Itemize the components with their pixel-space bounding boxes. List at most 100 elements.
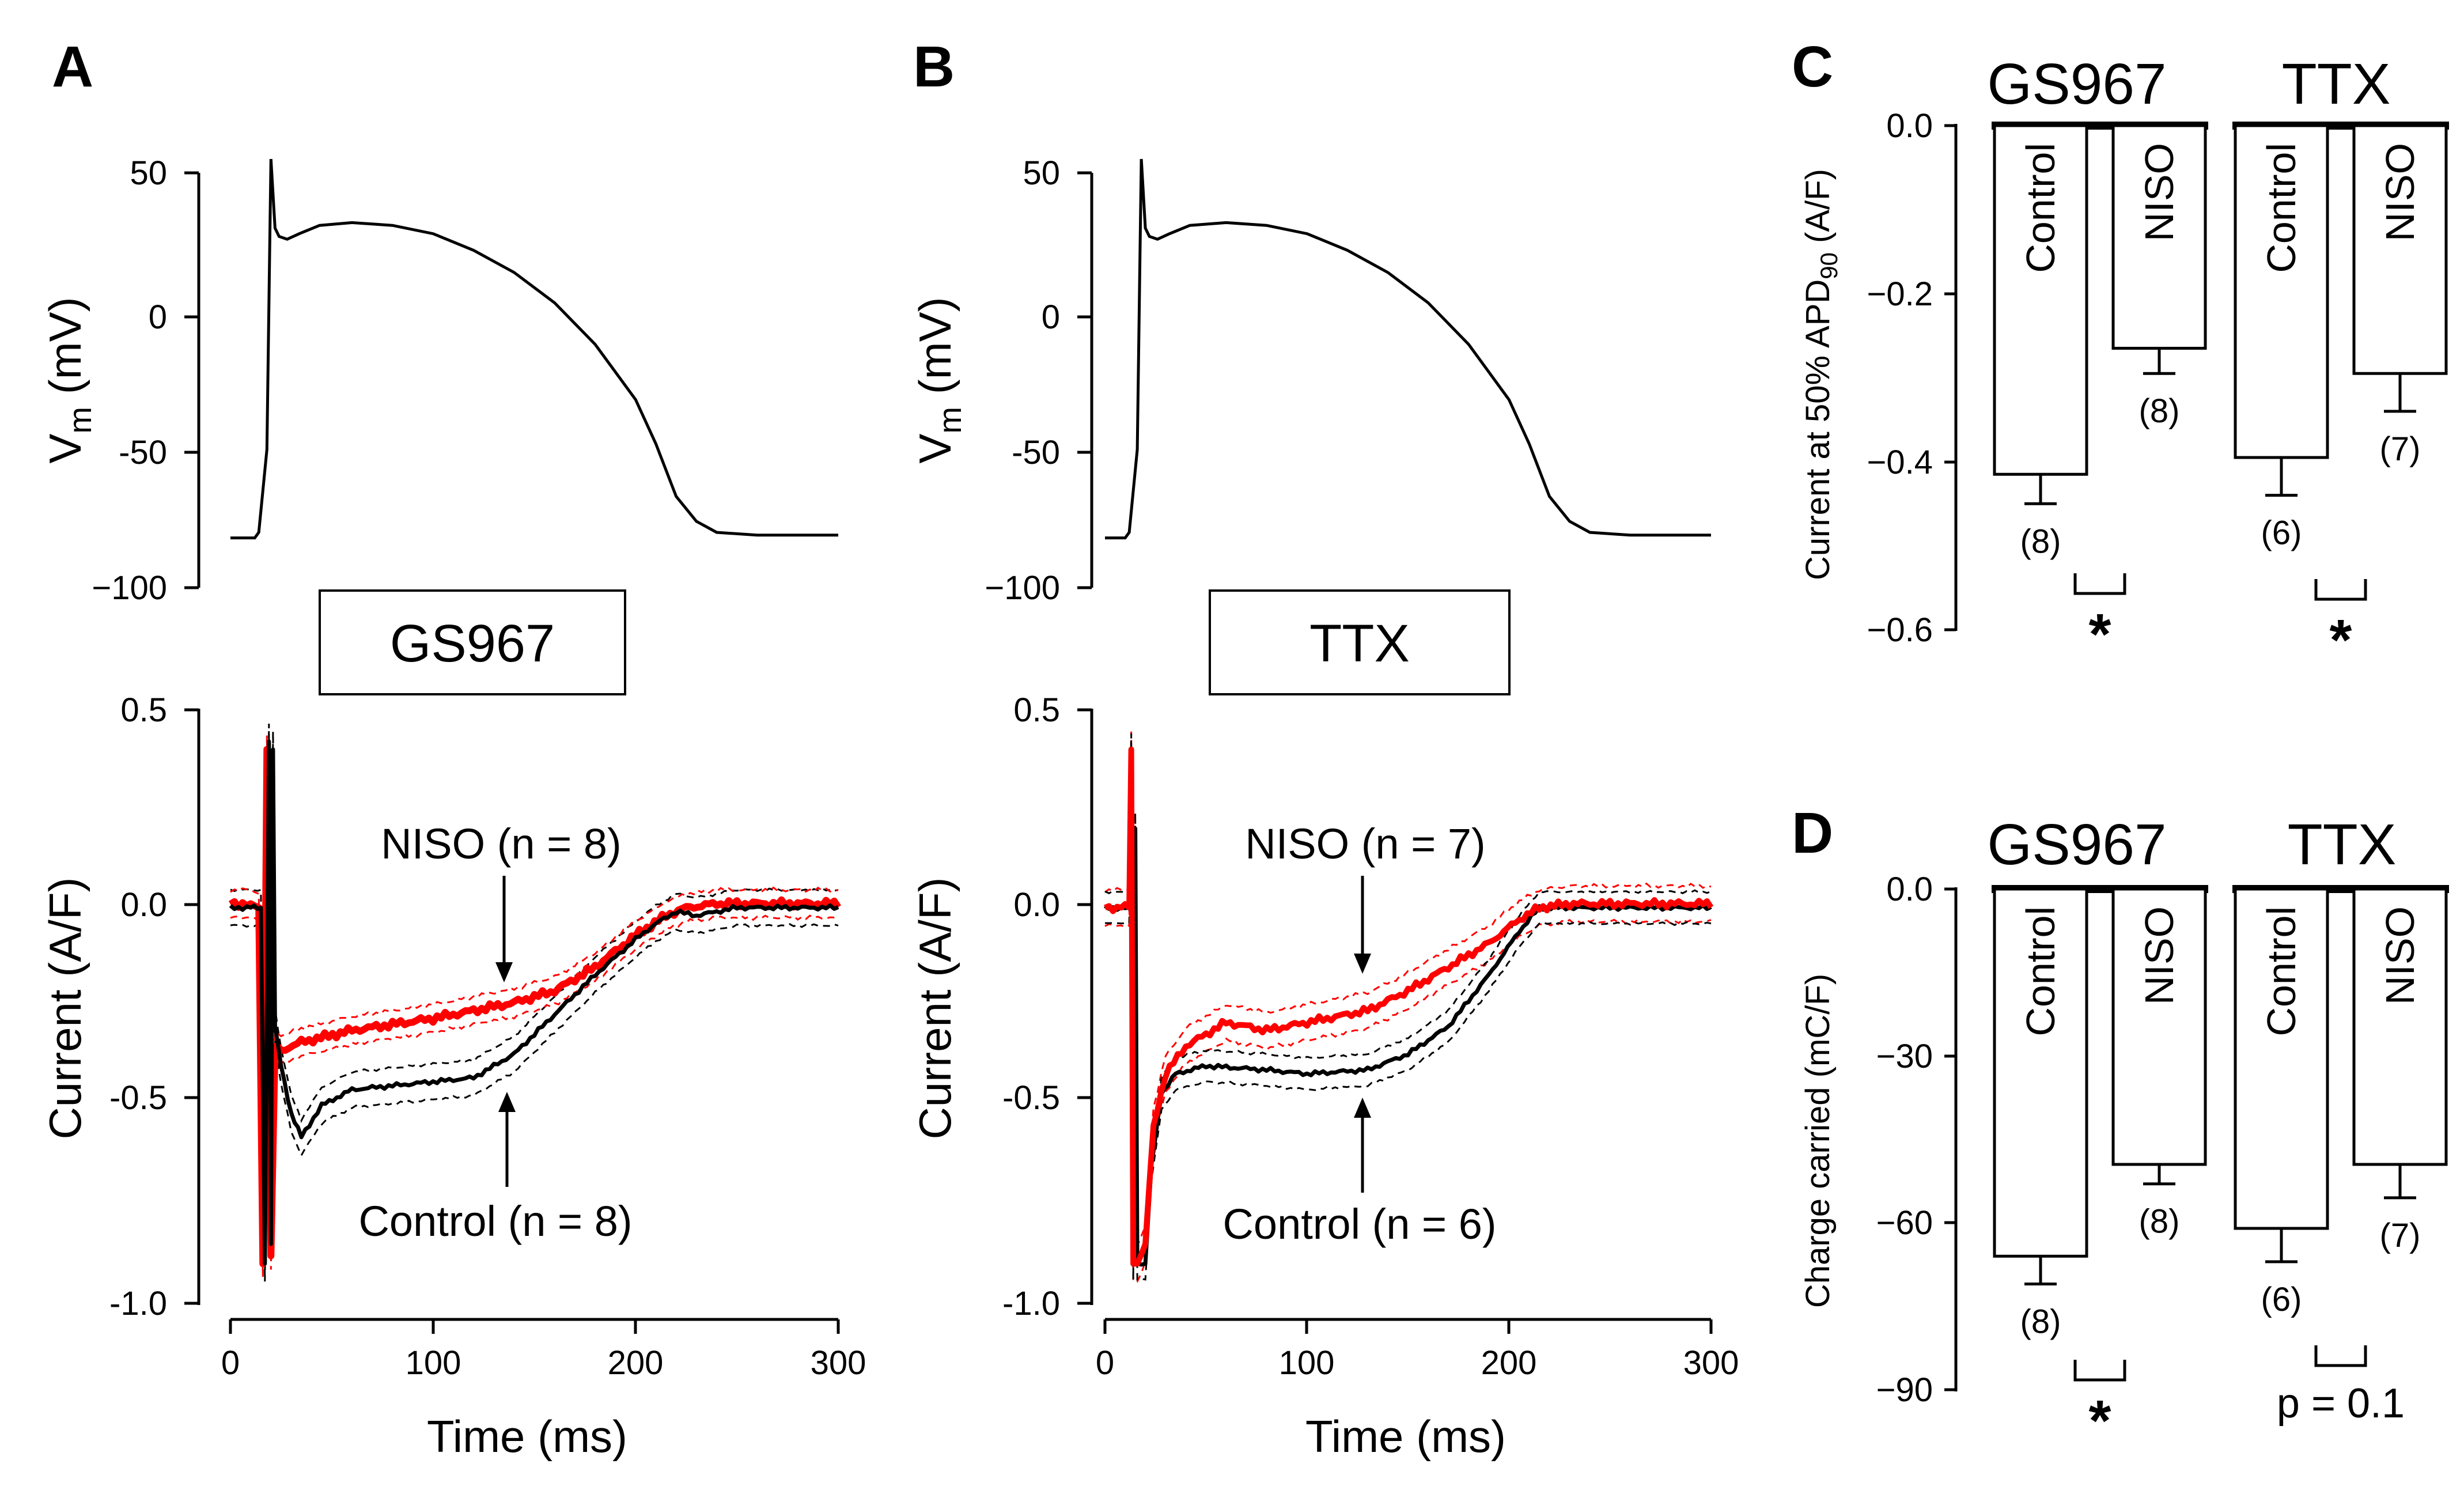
- ytick-label: −100: [92, 569, 167, 607]
- d-group-title-ttx: TTX: [2288, 812, 2397, 877]
- a-niso-trace: [228, 746, 842, 1268]
- b-cur-yticks: 0.5 0.0 -0.5 -1.0: [1002, 691, 1092, 1322]
- ytick-label: -0.5: [1002, 1079, 1060, 1117]
- bar-label: Control: [2018, 143, 2063, 273]
- ytick-label: 50: [130, 154, 167, 192]
- significance-label: *: [2330, 608, 2352, 672]
- b-ap-ylabel: Vm (mV): [910, 297, 968, 463]
- c-yticks: 0.0 −0.2 −0.4 −0.6: [1867, 107, 1956, 649]
- b-drug-box: TTX: [1209, 589, 1511, 695]
- panel-letter-d: D: [1792, 801, 1833, 865]
- c-group-title-gs967: GS967: [1987, 52, 2166, 116]
- b-niso-label: NISO (n = 7): [1245, 820, 1485, 868]
- xtick-label: 100: [406, 1344, 461, 1382]
- bar: [2352, 124, 2448, 375]
- n-label: (8): [2139, 1203, 2180, 1240]
- a-ap-yticks: 50 0 -50 −100: [92, 154, 199, 607]
- a-cur-xlabel: Time (ms): [427, 1411, 627, 1462]
- a-control-label: Control (n = 8): [358, 1197, 632, 1245]
- a-cur-yticks: 0.5 0.0 -0.5 -1.0: [109, 691, 199, 1322]
- ytick-label: 0: [1042, 298, 1060, 336]
- ytick-label: −0.4: [1867, 444, 1933, 481]
- d-ylabel: Charge carried (mC/F): [1799, 974, 1837, 1308]
- bar-label: NISO: [2378, 906, 2423, 1005]
- panel-letter-c: C: [1792, 35, 1833, 99]
- b-control-sem-lower: [1105, 765, 1712, 1281]
- a-niso-arrow-head: [495, 962, 513, 982]
- bar: [1993, 124, 2088, 476]
- significance-bracket: [2314, 579, 2367, 601]
- n-label: (8): [2020, 523, 2061, 560]
- ytick-label: 0.5: [120, 691, 167, 729]
- ytick-label: 0.0: [1886, 107, 1933, 145]
- ytick-label: 0: [149, 298, 167, 336]
- b-cur-xlabel: Time (ms): [1305, 1411, 1506, 1462]
- xtick-label: 0: [1096, 1344, 1114, 1382]
- n-label: (8): [2020, 1303, 2061, 1341]
- ytick-label: 0.0: [120, 886, 167, 924]
- a-cur-ylabel: Current (A/F): [40, 877, 90, 1139]
- d-bars: Control (8) NISO (8) * Control (6) NISO (7) p = 0…: [1992, 885, 2449, 1453]
- b-control-label: Control (n = 6): [1222, 1200, 1496, 1248]
- b-niso-trace: [1104, 746, 1714, 1267]
- bar: [2234, 124, 2329, 459]
- bar-label: NISO: [2378, 143, 2423, 241]
- ytick-label: -50: [1012, 434, 1060, 471]
- ytick-label: −0.2: [1867, 275, 1933, 313]
- significance-label: p = 0.1: [2277, 1380, 2405, 1427]
- xtick-label: 0: [221, 1344, 240, 1382]
- panel-a-current: 0.5 0.0 -0.5 -1.0 0 100 200 300 Time (ms…: [40, 691, 866, 1462]
- significance-label: *: [2089, 602, 2111, 667]
- c-bars: Control (8) NISO (8) * Control (6) NISO (7) *: [1992, 122, 2449, 672]
- n-label: (7): [2380, 1217, 2421, 1254]
- a-drug-box: GS967: [319, 589, 626, 695]
- b-drug-label: TTX: [1309, 614, 1410, 673]
- panel-c: 0.0 −0.2 −0.4 −0.6 Current at 50% APD90 …: [1799, 52, 2449, 672]
- a-control-arrow-head: [498, 1092, 516, 1112]
- c-group-title-ttx: TTX: [2282, 52, 2391, 116]
- significance-label: *: [2089, 1389, 2111, 1453]
- ytick-label: -1.0: [1002, 1285, 1060, 1322]
- ytick-label: -0.5: [109, 1079, 167, 1117]
- bar: [2111, 887, 2207, 1166]
- xtick-label: 200: [608, 1344, 664, 1382]
- ytick-label: 0.0: [1886, 871, 1933, 908]
- ytick-label: −90: [1876, 1371, 1933, 1409]
- ytick-label: −100: [985, 569, 1060, 607]
- b-ap-trace: [1105, 158, 1711, 540]
- panel-b-ap: 50 0 -50 −100 Vm (mV): [910, 154, 1711, 607]
- n-label: (7): [2380, 430, 2421, 468]
- b-control-sem-upper: [1104, 733, 1712, 1249]
- panel-letter-b: B: [913, 35, 955, 99]
- bar-label: Control: [2259, 143, 2304, 273]
- panel-letter-a: A: [52, 35, 93, 99]
- b-niso-arrow-head: [1354, 954, 1371, 974]
- significance-bracket: [2314, 1345, 2367, 1367]
- a-control-sem-lower: [230, 759, 839, 1282]
- a-niso-sem-lower: [230, 763, 839, 1278]
- xtick-label: 300: [1683, 1344, 1739, 1382]
- ytick-label: −30: [1876, 1038, 1933, 1075]
- ytick-label: −0.6: [1867, 611, 1933, 649]
- a-niso-label: NISO (n = 8): [381, 820, 621, 868]
- a-ap-ylabel: Vm (mV): [40, 297, 98, 463]
- c-ylabel: Current at 50% APD90 (A/F): [1799, 169, 1842, 580]
- ytick-label: 0.0: [1013, 886, 1060, 924]
- b-niso-sem-lower: [1104, 767, 1712, 1283]
- ytick-label: 0.5: [1013, 691, 1060, 729]
- a-cur-xticks: 0 100 200 300: [221, 1319, 866, 1382]
- xtick-label: 300: [811, 1344, 866, 1382]
- d-yticks: 0.0 −30 −60 −90: [1876, 871, 1956, 1409]
- bar: [2234, 887, 2329, 1230]
- panel-a-ap: 50 0 -50 −100 Vm (mV): [40, 154, 838, 607]
- panel-d: 0.0 −30 −60 −90 Charge carried (mC/F) GS…: [1799, 812, 2449, 1453]
- significance-bracket: [2073, 573, 2126, 595]
- bar: [1993, 887, 2088, 1258]
- a-control-sem-upper: [230, 723, 839, 1246]
- bar: [2352, 887, 2448, 1166]
- b-niso-sem-upper: [1104, 731, 1712, 1247]
- a-niso-sem-upper: [230, 735, 839, 1250]
- a-ap-trace: [230, 158, 838, 540]
- ytick-label: -1.0: [109, 1285, 167, 1322]
